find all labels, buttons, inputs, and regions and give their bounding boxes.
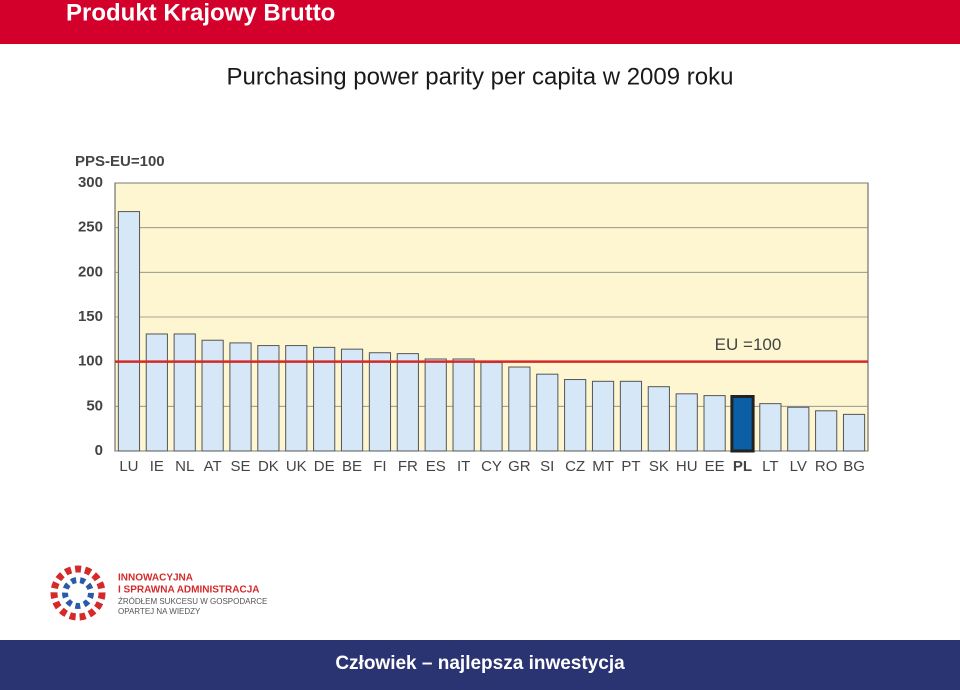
- x-tick-label: LV: [790, 458, 807, 475]
- x-tick-label: RO: [815, 458, 838, 475]
- x-tick-label: DE: [314, 458, 335, 475]
- bar: [480, 362, 503, 452]
- y-tick-label: 250: [78, 219, 103, 236]
- bar: [675, 393, 698, 452]
- bar: [117, 211, 141, 452]
- x-tick-label: NL: [175, 458, 194, 475]
- bar: [173, 333, 196, 452]
- x-tick-label: PT: [621, 458, 640, 475]
- logo-text: ŹRÓDŁEM SUKCESU W GOSPODARCE: [118, 597, 267, 606]
- x-tick-label: BG: [843, 458, 865, 475]
- bar: [591, 380, 615, 452]
- y-tick-label: 300: [78, 174, 103, 191]
- bar: [703, 395, 726, 452]
- header-bar: [0, 0, 960, 44]
- bar: [647, 386, 670, 452]
- bar: [815, 410, 838, 452]
- bar: [536, 373, 559, 452]
- y-tick-label: 200: [78, 263, 103, 280]
- x-tick-label: SI: [540, 458, 554, 475]
- y-tick-label: 100: [78, 353, 103, 370]
- logo-ring: [50, 565, 106, 621]
- x-tick-label: CY: [481, 458, 502, 475]
- x-tick-label: LT: [762, 458, 778, 475]
- bar: [787, 406, 810, 452]
- bar: [730, 395, 755, 453]
- x-tick-label: BE: [342, 458, 362, 475]
- footer-text: Człowiek – najlepsza inwestycja: [335, 653, 625, 674]
- bar: [229, 342, 252, 452]
- logo-text: I SPRAWNA ADMINISTRACJA: [118, 585, 259, 596]
- bar: [452, 358, 475, 452]
- logo-ring-inner: [62, 577, 94, 609]
- bar: [145, 333, 168, 452]
- bar: [285, 345, 308, 452]
- bar: [313, 346, 336, 452]
- x-tick-label: ES: [426, 458, 446, 475]
- bar: [759, 403, 782, 452]
- slide-subtitle: Purchasing power parity per capita w 200…: [227, 63, 734, 90]
- bar: [368, 352, 392, 452]
- x-tick-label: DK: [258, 458, 279, 475]
- x-tick-label: PL: [733, 458, 752, 475]
- x-tick-label: FI: [373, 458, 386, 475]
- logo: INNOWACYJNA I SPRAWNA ADMINISTRACJA ŹRÓD…: [50, 565, 267, 621]
- reference-label: EU =100: [715, 335, 782, 354]
- bar: [564, 379, 587, 452]
- x-tick-label: SK: [649, 458, 669, 475]
- x-tick-label: IT: [457, 458, 470, 475]
- x-tick-label: GR: [508, 458, 531, 475]
- bar: [842, 413, 866, 452]
- y-tick-label: 0: [95, 442, 103, 459]
- bar: [396, 353, 419, 452]
- x-tick-label: HU: [676, 458, 698, 475]
- x-tick-label: MT: [592, 458, 614, 475]
- x-tick-label: CZ: [565, 458, 585, 475]
- x-tick-label: FR: [398, 458, 418, 475]
- bar: [257, 345, 280, 452]
- x-tick-label: AT: [204, 458, 222, 475]
- x-tick-label: UK: [286, 458, 307, 475]
- bar: [424, 358, 447, 452]
- x-tick-label: SE: [230, 458, 250, 475]
- bar: [201, 339, 224, 452]
- y-tick-label: 50: [86, 397, 103, 414]
- slide-title: Produkt Krajowy Brutto: [66, 0, 335, 26]
- logo-text: INNOWACYJNA: [118, 573, 193, 584]
- footer-bar: [0, 640, 960, 690]
- x-tick-label: LU: [119, 458, 138, 475]
- x-tick-label: IE: [150, 458, 164, 475]
- bar: [619, 380, 643, 452]
- y-axis-label: PPS-EU=100: [75, 153, 165, 170]
- x-tick-label: EE: [705, 458, 725, 475]
- y-tick-label: 150: [78, 308, 103, 325]
- logo-text: OPARTEJ NA WIEDZY: [118, 607, 201, 616]
- bar: [340, 348, 364, 452]
- bar: [508, 366, 531, 452]
